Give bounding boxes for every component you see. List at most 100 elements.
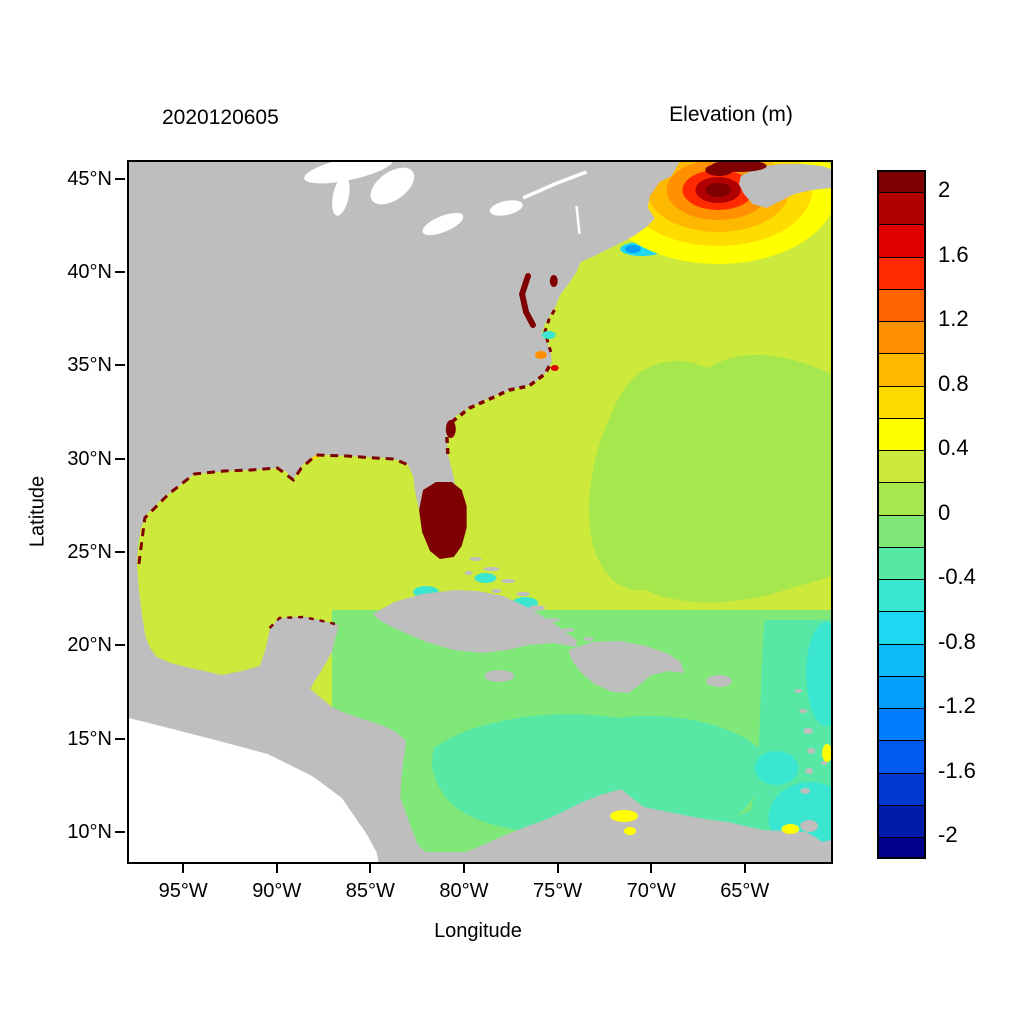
y-tick-label: 15°N: [67, 727, 112, 750]
albemarle-teal-spot: [541, 331, 556, 339]
mainland-landmass: [129, 162, 831, 862]
lake-champlain: [575, 205, 581, 235]
lake-huron: [370, 167, 415, 205]
colorbar-cell: [879, 321, 924, 354]
bahamas-island-dot: [464, 571, 473, 575]
colorbar-tick-label: 2: [938, 177, 951, 202]
bahamas-island-dot: [516, 592, 531, 596]
y-tick-mark: [115, 737, 125, 740]
x-tick-label: 70°W: [626, 880, 676, 902]
x-tick-mark: [275, 864, 278, 873]
colorbar-cell: [879, 708, 924, 741]
gulf-coast-darkred-fringe: [137, 453, 409, 565]
colorbar-tick-label: -0.8: [938, 628, 976, 654]
colorbar-cell: [879, 353, 924, 386]
y-tick-label: 20°N: [67, 634, 112, 657]
lesser-antilles-dot: [807, 748, 816, 754]
colorbar-cell: [879, 804, 924, 837]
colorbar-cell: [879, 224, 924, 257]
colorbar-tick-label: 1.6: [938, 241, 969, 267]
x-tick-label: 80°W: [439, 880, 489, 902]
y-tick-label: 30°N: [67, 447, 112, 470]
y-tick-mark: [115, 364, 125, 367]
atlantic-green-region: [589, 355, 831, 603]
south-florida-darkred-blob: [419, 482, 467, 559]
y-tick-mark: [115, 831, 125, 833]
colorbar: [877, 170, 926, 859]
colorbar-tick-label: 0.8: [938, 370, 969, 396]
lesser-antilles-dot: [805, 768, 814, 774]
colorbar-cell: [879, 192, 924, 225]
lake-ontario: [489, 200, 523, 216]
colorbar-tick-label: -1.6: [938, 757, 976, 783]
lesser-antilles-dot: [803, 728, 814, 734]
map-plot-area: [127, 160, 833, 864]
lake-michigan: [332, 176, 350, 216]
st-lawrence-river: [522, 170, 588, 200]
lesser-antilles-dot: [800, 788, 811, 794]
colorbar-cell: [879, 450, 924, 483]
x-tick-label: 90°W: [252, 880, 302, 902]
y-tick-mark: [115, 551, 125, 553]
bahamas-island-dot: [491, 589, 502, 593]
bahamas-island-dot: [483, 567, 500, 571]
midatlantic-coast-fringe: [543, 305, 559, 353]
colorbar-cell: [879, 611, 924, 644]
y-tick-mark: [115, 644, 125, 647]
nova-scotia-land: [738, 164, 831, 208]
georgia-coast-spot: [445, 420, 456, 438]
fundy-head-darkred: [705, 164, 733, 176]
teal-patch: [754, 751, 799, 785]
delaware-bay-spot: [549, 275, 558, 287]
central-caribbean-springgreen: [432, 714, 761, 833]
y-tick-label: 40°N: [67, 261, 112, 283]
colorbar-tick-label: -2: [938, 822, 958, 847]
lake-superior: [304, 162, 394, 184]
new-england-blue-spot: [625, 245, 641, 253]
teal-patch: [806, 622, 831, 726]
x-tick-label: 65°W: [720, 880, 770, 902]
colorbar-tick-label: 0: [938, 499, 951, 525]
colorbar-cell: [879, 837, 924, 857]
maracaibo-yellow-spot: [624, 827, 636, 835]
bahamas-island-dot: [562, 628, 575, 632]
cuba-island: [372, 590, 577, 653]
hatteras-red-spot: [550, 365, 559, 371]
yucatan-coast-fringe: [268, 615, 340, 629]
colorbar-cell: [879, 172, 924, 192]
lakes-layer: [304, 162, 588, 236]
colorbar-cell: [879, 482, 924, 515]
lesser-antilles-dot: [799, 709, 808, 713]
islands-layer: [372, 557, 828, 832]
misc-spot-layer: [610, 744, 831, 835]
y-tick-label: 35°N: [67, 354, 112, 377]
timestamp-title: 2020120605: [162, 106, 279, 129]
colorbar-cell: [879, 256, 924, 289]
x-axis-label: Longitude: [434, 920, 522, 942]
east-edge-yellow-spot: [822, 744, 831, 762]
puerto-rico-island: [706, 675, 732, 687]
bahamas-island-dot: [469, 557, 482, 561]
chesapeake-bay-darkred: [519, 273, 536, 328]
x-tick-mark: [556, 864, 559, 873]
colorbar-tick-label: -1.2: [938, 693, 976, 718]
y-axis-label: Latitude: [26, 475, 49, 548]
x-tick-label: 75°W: [532, 880, 583, 902]
x-tick-mark: [369, 864, 372, 873]
jamaica-island: [484, 670, 515, 682]
y-tick-mark: [115, 271, 125, 273]
bahamas-island-dot: [529, 605, 545, 611]
y-tick-label: 25°N: [67, 541, 112, 563]
colorbar-cell: [879, 579, 924, 612]
colorbar-tick-label: 1.2: [938, 306, 969, 331]
x-tick-mark: [462, 864, 465, 873]
colorbar-tick-label: 0.4: [938, 435, 969, 460]
colorbar-title: Elevation (m): [669, 103, 793, 126]
y-tick-label: 10°N: [67, 821, 112, 843]
pamlico-orange-spot: [534, 351, 547, 359]
barbados-dot: [821, 761, 828, 765]
colorbar-cell: [879, 643, 924, 676]
pacific-blank-region: [129, 718, 379, 862]
teal-patch: [474, 573, 497, 583]
